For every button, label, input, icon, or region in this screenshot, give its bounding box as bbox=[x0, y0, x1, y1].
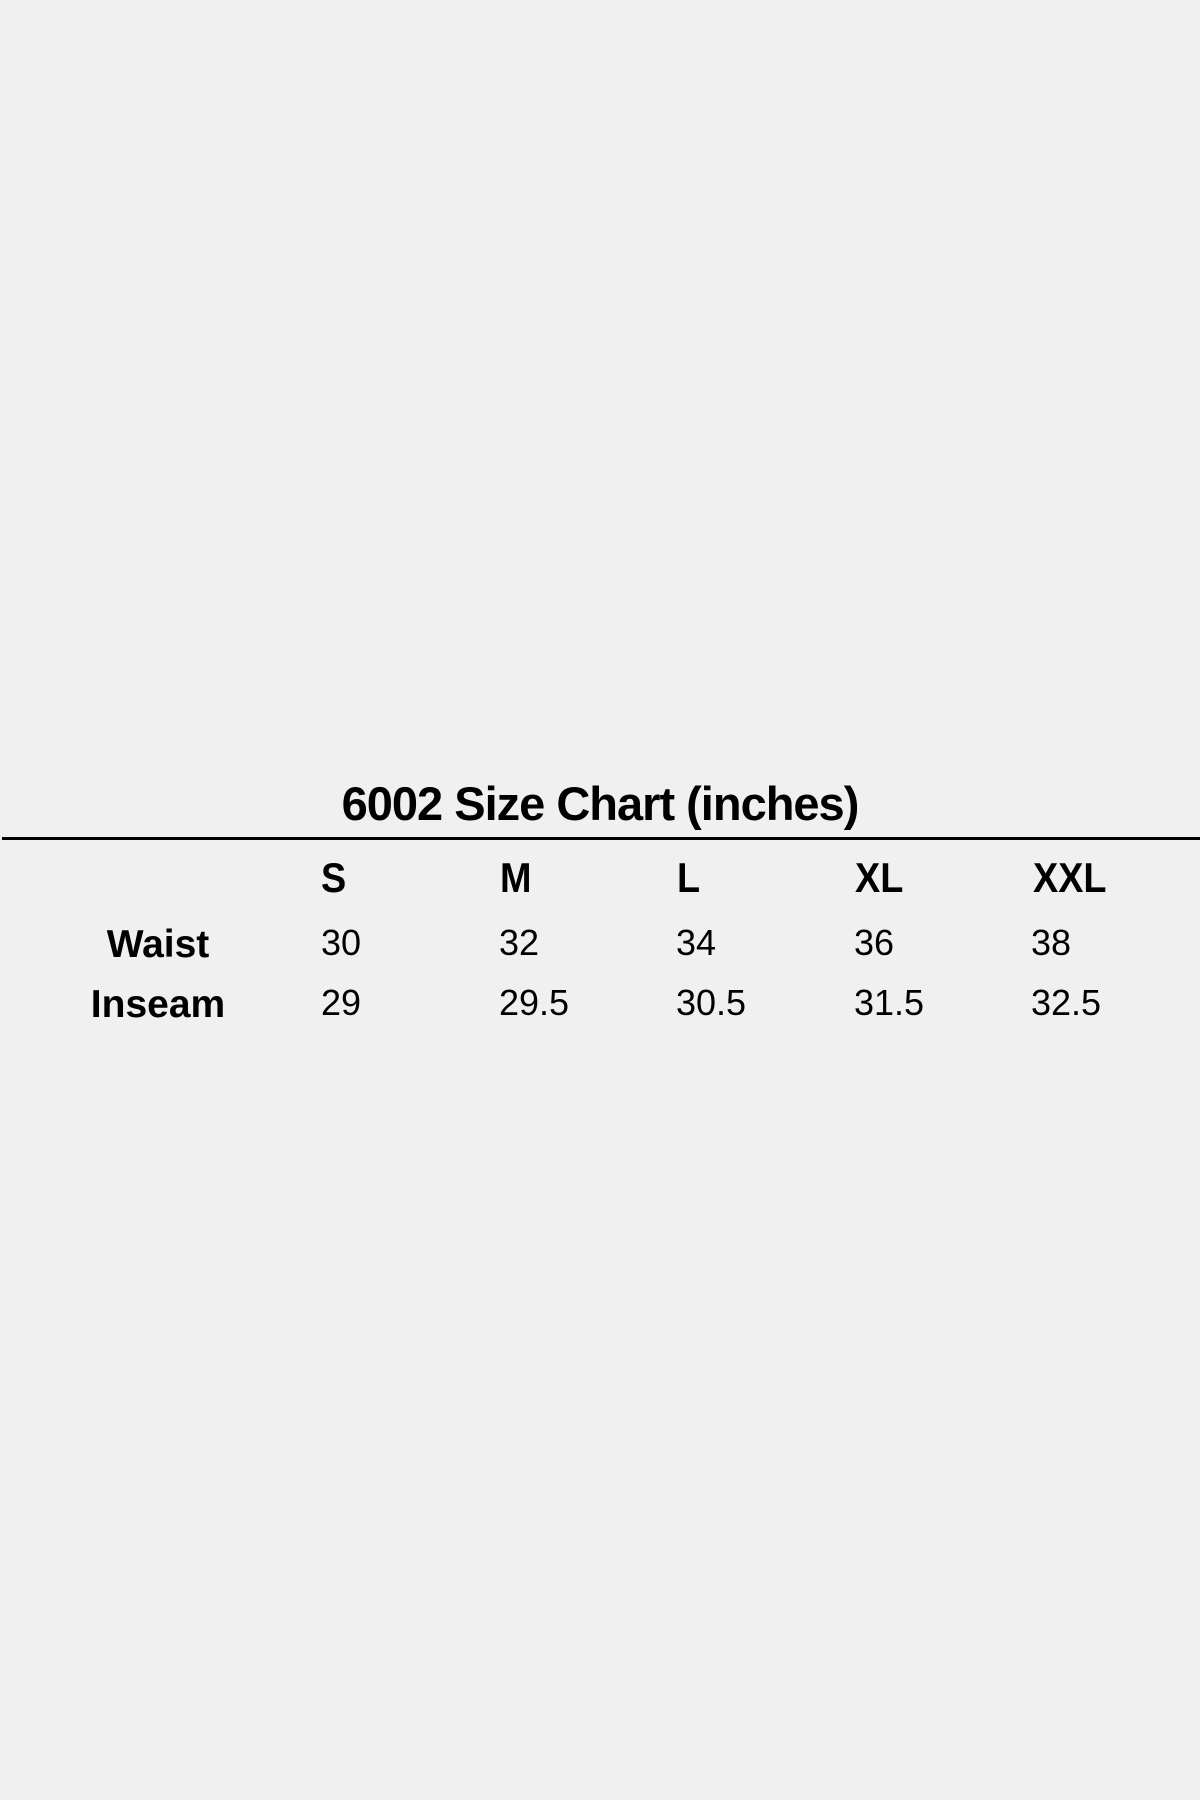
column-header-l: L bbox=[677, 854, 701, 901]
table-cell: 31.5 bbox=[854, 982, 925, 1023]
row-label-waist: Waist bbox=[106, 923, 210, 966]
column-header-xxl: XXL bbox=[1033, 854, 1107, 901]
table-cell: 30 bbox=[321, 922, 362, 963]
table-cell: 29.5 bbox=[499, 982, 570, 1023]
column-header-xl: XL bbox=[855, 854, 904, 901]
column-header-s: S bbox=[321, 854, 347, 901]
divider bbox=[2, 837, 1200, 840]
page-title: 6002 Size Chart (inches) bbox=[341, 777, 860, 830]
column-header-m: M bbox=[500, 854, 532, 901]
table-cell: 34 bbox=[676, 922, 717, 963]
table-cell: 36 bbox=[854, 922, 895, 963]
table-cell: 30.5 bbox=[676, 982, 747, 1023]
table-cell: 32 bbox=[499, 922, 540, 963]
table-cell: 38 bbox=[1031, 922, 1072, 963]
row-label-inseam: Inseam bbox=[90, 983, 226, 1026]
table-cell: 32.5 bbox=[1031, 982, 1102, 1023]
table-cell: 29 bbox=[321, 982, 362, 1023]
